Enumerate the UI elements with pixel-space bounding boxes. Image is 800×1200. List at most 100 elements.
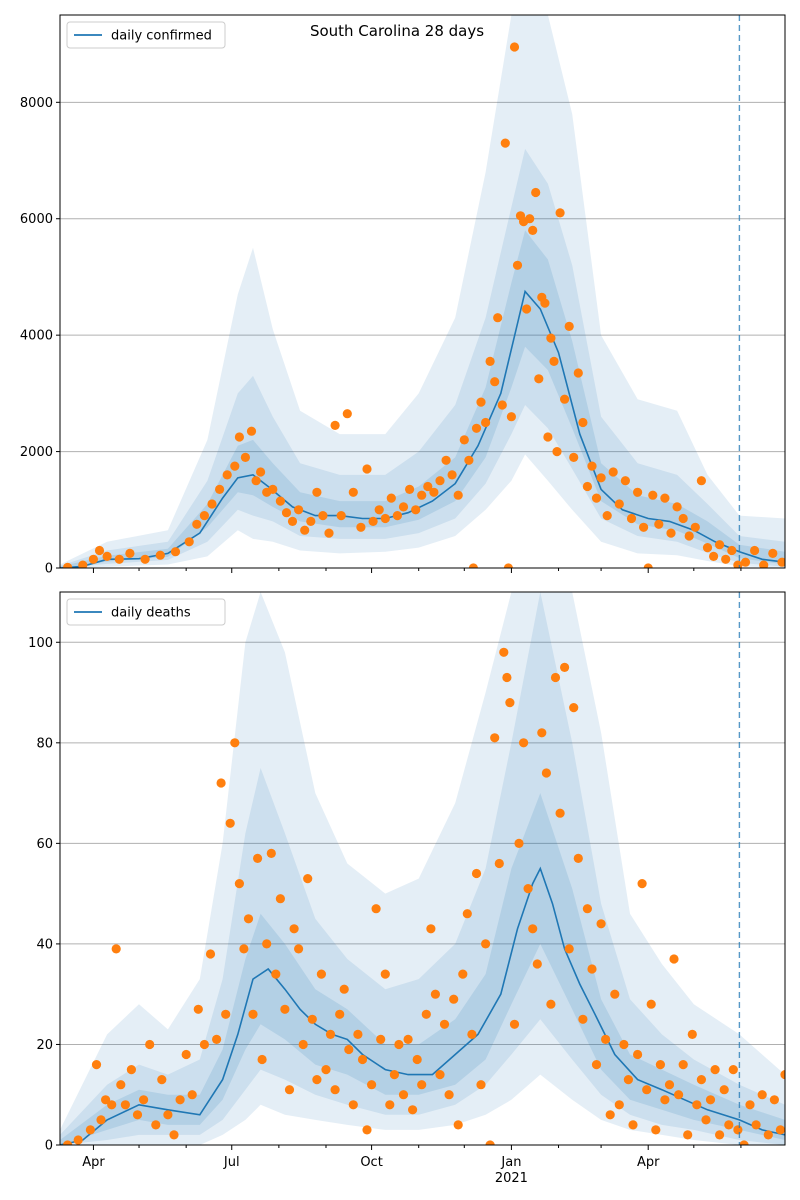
y-tick-label: 100: [28, 636, 53, 651]
data-point: [298, 1039, 308, 1050]
data-point: [587, 461, 597, 471]
data-point: [453, 490, 463, 500]
data-point: [78, 560, 88, 568]
legend-label: daily confirmed: [111, 29, 212, 44]
data-point: [430, 989, 440, 999]
data-point: [739, 1140, 749, 1145]
data-point: [91, 1060, 102, 1070]
data-point: [591, 1060, 602, 1070]
data-point: [733, 1125, 743, 1135]
data-point: [394, 1039, 404, 1050]
data-point: [564, 321, 574, 331]
data-point: [476, 1080, 486, 1090]
data-point: [684, 531, 694, 541]
data-point: [423, 481, 433, 492]
data-point: [342, 409, 352, 419]
data-point: [246, 426, 257, 436]
data-point: [485, 356, 495, 366]
data-point: [145, 1039, 155, 1050]
data-point: [727, 545, 737, 556]
data-point: [163, 1110, 173, 1120]
data-point: [506, 412, 516, 422]
data-point: [253, 853, 263, 864]
data-point: [696, 1075, 707, 1085]
data-point: [281, 508, 292, 518]
data-point: [660, 1095, 670, 1105]
data-point: [490, 733, 500, 743]
data-point: [608, 467, 618, 477]
data-point: [107, 1100, 117, 1110]
data-point: [140, 554, 150, 564]
data-point: [453, 1120, 463, 1130]
data-point: [471, 868, 482, 879]
data-point: [275, 894, 285, 904]
data-point: [266, 848, 276, 859]
data-point: [300, 525, 310, 535]
data-point: [569, 452, 579, 462]
data-point: [497, 400, 507, 410]
data-point: [126, 1065, 136, 1075]
data-point: [560, 662, 570, 673]
data-point: [284, 1085, 295, 1095]
data-point: [531, 187, 541, 198]
data-point: [540, 298, 550, 308]
data-point: [444, 1090, 454, 1100]
chart-title: South Carolina 28 days: [310, 22, 484, 40]
data-point: [626, 513, 637, 524]
data-point: [170, 547, 181, 557]
band-inner: [60, 793, 785, 1145]
data-point: [184, 537, 194, 547]
data-point: [435, 1070, 445, 1080]
data-point: [543, 432, 553, 442]
data-point: [628, 1120, 638, 1130]
data-point: [339, 984, 349, 994]
data-point: [500, 138, 510, 148]
data-point: [468, 563, 478, 568]
data-point: [633, 487, 643, 497]
data-point: [546, 333, 556, 343]
data-point: [439, 1019, 450, 1029]
data-point: [151, 1120, 161, 1130]
data-point: [303, 874, 313, 884]
data-point: [541, 768, 552, 778]
data-point: [555, 208, 565, 218]
data-point: [362, 1125, 372, 1135]
data-point: [549, 356, 559, 366]
data-point: [63, 1140, 73, 1145]
data-point: [257, 1054, 267, 1065]
data-point: [552, 447, 562, 457]
y-tick-label: 8000: [20, 96, 53, 111]
data-point: [324, 528, 334, 538]
data-point: [623, 1075, 634, 1085]
data-point: [367, 1080, 377, 1090]
data-point: [403, 1034, 413, 1044]
data-point: [175, 1095, 185, 1105]
data-point: [573, 368, 583, 378]
data-point: [287, 516, 298, 527]
data-point: [582, 904, 593, 914]
data-point: [481, 939, 491, 949]
legend-label: daily deaths: [111, 606, 191, 621]
data-point: [321, 1065, 331, 1075]
data-point: [651, 1125, 661, 1135]
data-point: [385, 1100, 395, 1110]
data-point: [780, 1070, 785, 1080]
data-point: [376, 1034, 386, 1044]
data-point: [392, 510, 402, 521]
data-point: [654, 519, 664, 529]
data-point: [467, 1029, 477, 1039]
data-point: [330, 1085, 340, 1095]
data-point: [335, 1009, 345, 1019]
data-point: [318, 510, 328, 521]
data-point: [633, 1049, 643, 1060]
data-point: [674, 1090, 684, 1100]
data-point: [116, 1080, 126, 1090]
data-point: [294, 944, 304, 954]
data-point: [639, 522, 649, 532]
data-point: [125, 548, 135, 559]
data-point: [371, 904, 381, 914]
data-point: [421, 1009, 431, 1019]
band-mid: [60, 148, 785, 568]
legend: daily deaths: [66, 598, 226, 626]
data-point: [591, 493, 602, 503]
